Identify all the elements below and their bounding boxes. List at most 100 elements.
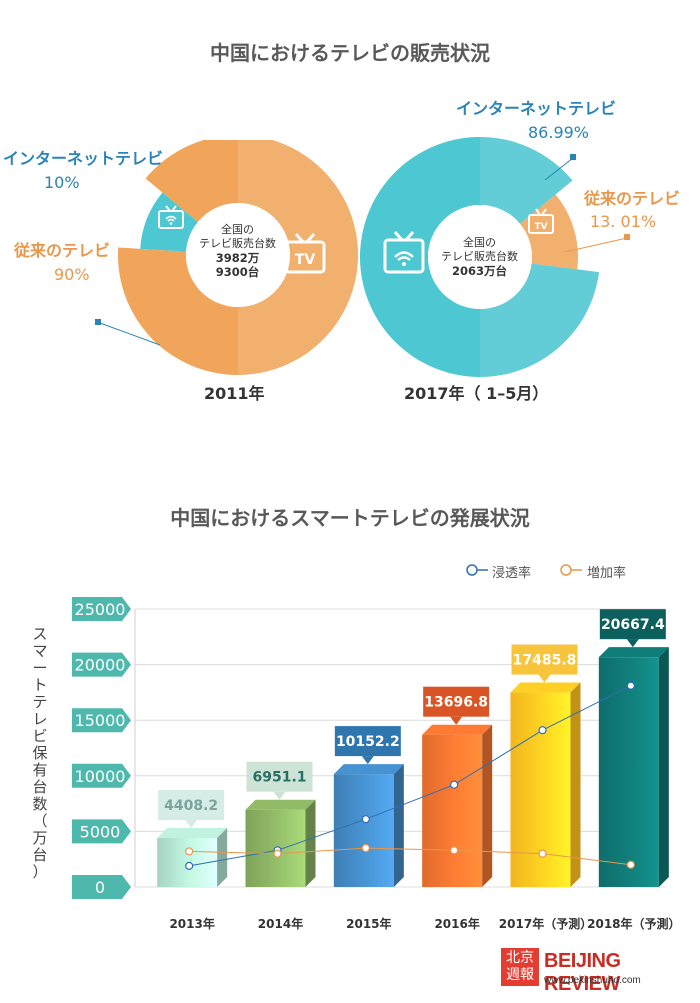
label-traditional-left: 従来のテレビ — [14, 241, 111, 260]
bar-side — [393, 764, 404, 887]
y-tick-tag — [72, 875, 131, 899]
series-point — [450, 846, 459, 855]
bar-side — [658, 647, 669, 887]
bar-value-pointer — [538, 674, 551, 683]
x-tick-label: 2016年 — [434, 916, 479, 931]
bar-top — [245, 799, 316, 810]
tv-icon-small: TV — [528, 208, 554, 234]
bar — [333, 774, 394, 887]
y-axis-label-char: テ — [32, 693, 48, 711]
y-axis-label-char: ） — [32, 863, 48, 881]
seal-text: 北京週報 — [506, 950, 534, 983]
pct-internet-left: 10% — [44, 173, 80, 192]
x-tick-label: 2013年 — [169, 916, 214, 931]
bar-value-pointer — [273, 791, 286, 800]
y-tick-tag — [72, 763, 131, 788]
series-point — [361, 843, 370, 853]
donut-slice-internet — [360, 137, 600, 377]
series-point — [361, 815, 370, 824]
y-axis-label-char: （ — [32, 812, 48, 830]
y-tick-tag — [72, 597, 131, 621]
label-internet-right: インターネットテレビ — [456, 99, 617, 118]
wifi-tv-icon-large — [383, 231, 425, 274]
bar-value-pointer — [450, 716, 463, 725]
bar-side — [482, 724, 493, 887]
y-axis-label-char: 万 — [32, 829, 48, 847]
series-point — [273, 849, 282, 858]
callout-line-internet-right — [544, 157, 574, 181]
donut-slice-traditional — [520, 194, 578, 270]
series-point — [626, 860, 635, 869]
bar-value-box — [511, 644, 578, 675]
brand-url: www.pekinshuho.com — [544, 975, 641, 986]
growth-title: 中国におけるスマートテレビの発展状況 — [170, 506, 530, 530]
y-tick-tag — [72, 652, 131, 677]
x-tick-label: 2018年（予測） — [587, 916, 680, 931]
bar-value-label: 13696.8 — [424, 695, 488, 711]
bar-value-label: 20667.4 — [601, 617, 665, 633]
bar-top — [598, 647, 669, 658]
bar-side — [217, 827, 228, 887]
callout-marker-traditional-right — [624, 234, 630, 240]
y-axis-label-char: 数 — [32, 795, 48, 813]
center-line: 全国の — [463, 236, 496, 249]
series-point — [626, 681, 635, 690]
series-point — [185, 847, 194, 856]
bar — [510, 692, 571, 887]
y-axis-label-char: ー — [32, 659, 48, 677]
series-point — [450, 780, 459, 789]
bar-top — [157, 827, 228, 838]
y-tick-label: 5000 — [80, 822, 121, 841]
y-axis-label-char: 台 — [32, 846, 48, 864]
bar-value-box — [246, 761, 313, 792]
callout-marker-internet-right — [570, 154, 576, 160]
legend-growth: 増加率 — [587, 566, 627, 581]
bar — [422, 734, 483, 887]
donut-right-center: 全国の テレビ販売台数 2063万台 — [432, 236, 527, 278]
y-axis-label-char: レ — [32, 710, 48, 728]
svg-text:TV: TV — [534, 222, 547, 232]
y-axis-label-char: ビ — [32, 727, 48, 745]
center-line: テレビ販売台数 — [199, 237, 276, 250]
donut-left-center: 全国の テレビ販売台数 3982万 9300台 — [190, 223, 285, 279]
callout-marker-internet-left — [95, 319, 101, 325]
y-tick-label: 25000 — [75, 600, 126, 619]
legend-penetration: 浸透率 — [492, 566, 532, 581]
bar-value-box — [334, 726, 401, 757]
y-tick-label: 0 — [95, 878, 105, 897]
y-tick-label: 20000 — [75, 656, 126, 675]
donut-left — [95, 140, 358, 375]
y-tick-tag — [72, 819, 131, 844]
bar-top — [510, 682, 581, 693]
bar-value-box — [599, 609, 666, 640]
label-traditional-right: 従来のテレビ — [584, 189, 681, 208]
x-tick-label: 2017年（予測） — [499, 916, 592, 931]
donut-highlight — [480, 137, 600, 377]
bar-top — [422, 724, 493, 735]
bar-value-box — [423, 686, 490, 717]
brand-name: BEIJING REVIEW — [544, 950, 621, 995]
bar-value-label: 4408.2 — [164, 798, 218, 814]
donut-hole — [186, 203, 290, 307]
tv-icon: TV — [284, 233, 326, 274]
y-axis-label-char: ス — [32, 625, 48, 643]
bar — [598, 657, 659, 887]
svg-text:TV: TV — [295, 252, 316, 268]
bar-side — [570, 682, 581, 887]
center-line: テレビ販売台数 — [441, 250, 518, 263]
bar-top — [333, 764, 404, 775]
y-tick-label: 10000 — [75, 767, 126, 786]
y-tick-tag — [72, 708, 131, 733]
year-right: 2017年（ 1–5月） — [404, 384, 549, 403]
x-tick-label: 2014年 — [258, 916, 303, 931]
donut-slice-internet — [140, 192, 198, 252]
donut-slice-traditional — [118, 140, 358, 375]
callout-line-traditional-right — [564, 237, 628, 253]
pct-traditional-right: 13. 01% — [590, 212, 657, 231]
donut-hole — [428, 205, 532, 309]
bar-value-pointer — [185, 819, 198, 828]
bar-value-label: 17485.8 — [513, 653, 577, 669]
y-tick-label: 15000 — [75, 711, 126, 730]
callout-line-internet-left — [99, 322, 161, 346]
bar-value-box — [158, 789, 225, 820]
